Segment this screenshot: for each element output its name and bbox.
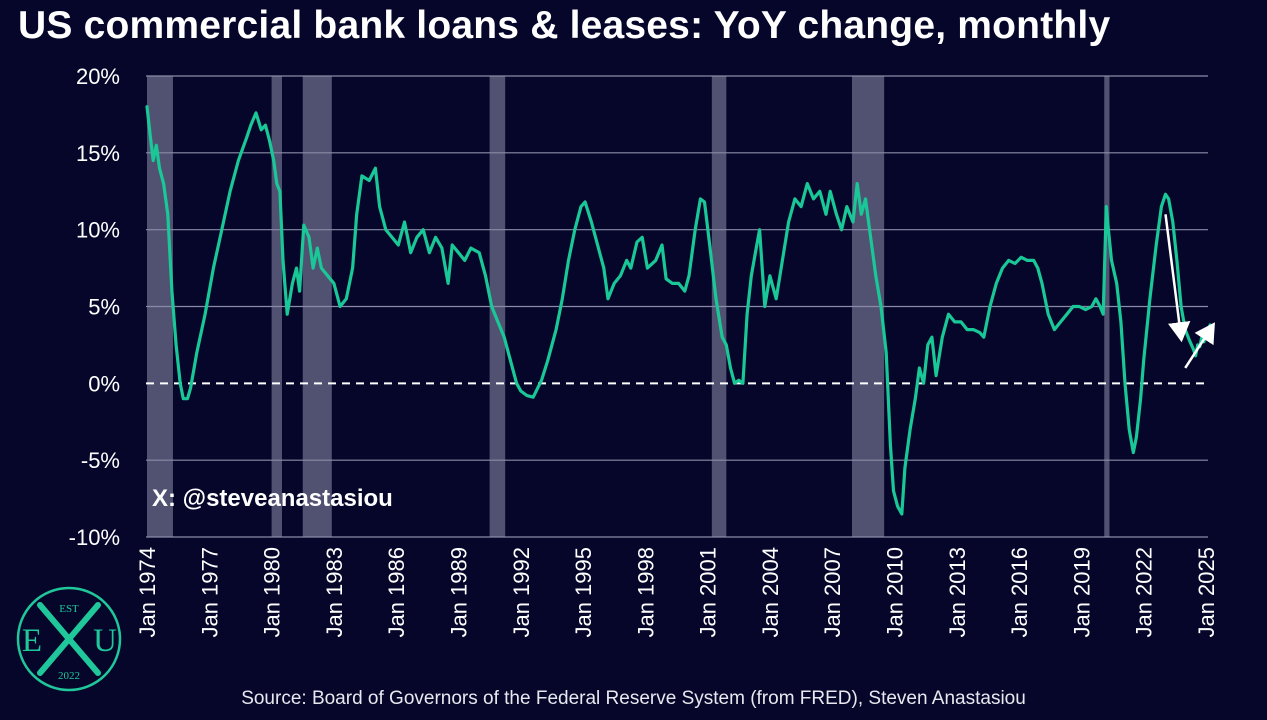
x-tick-label: Jan 1980 [260, 547, 285, 638]
x-tick-label: Jan 2013 [945, 547, 970, 638]
y-tick-label: 10% [76, 218, 120, 243]
logo-left-letter: E [22, 623, 42, 659]
x-tick-label: Jan 1974 [135, 547, 160, 638]
x-tick-label: Jan 1998 [633, 547, 658, 638]
y-tick-label: 15% [76, 141, 120, 166]
watermark-handle: X: @steveanastasiou [152, 485, 393, 512]
x-tick-label: Jan 2007 [820, 547, 845, 638]
y-tick-label: -5% [81, 448, 120, 473]
logo-top-text: EST [59, 603, 79, 615]
logo-bottom-text: 2022 [58, 670, 80, 682]
series-line-1 [145, 105, 1212, 516]
x-tick-label: Jan 2016 [1007, 547, 1032, 638]
arrow-up [1184, 322, 1215, 369]
x-tick-label: Jan 1977 [197, 547, 222, 638]
brand-logo: EST E U 2022 [16, 586, 122, 692]
x-tick-label: Jan 1986 [384, 547, 409, 638]
y-tick-label: 0% [88, 371, 120, 396]
x-tick-label: Jan 2025 [1194, 547, 1219, 638]
x-tick-label: Jan 2004 [758, 547, 783, 638]
x-tick-label: Jan 2010 [883, 547, 908, 638]
x-tick-label: Jan 1995 [571, 547, 596, 638]
x-axis: Jan 1974 Jan 1977 Jan 1980 Jan 1983 Jan 1986… [135, 547, 1219, 638]
x-tick-label: Jan 1992 [509, 547, 534, 638]
x-tick-label: Jan 2022 [1132, 547, 1157, 638]
gridlines [146, 75, 1208, 538]
logo-right-letter: U [93, 623, 117, 659]
chart-title: US commercial bank loans & leases: YoY c… [18, 4, 1111, 47]
x-tick-label: Jan 1989 [446, 547, 471, 638]
source-note: Source: Board of Governors of the Federa… [241, 688, 1026, 709]
x-tick-label: Jan 2019 [1069, 547, 1094, 638]
arrow-down [1164, 214, 1191, 343]
y-tick-label: -10% [69, 525, 120, 550]
series-layer [145, 105, 1212, 516]
y-tick-label: 5% [88, 295, 120, 320]
y-axis: 20% 15% 10% 5% 0% -5% -10% [69, 64, 120, 550]
x-tick-label: Jan 2001 [696, 547, 721, 638]
x-tick-label: Jan 1983 [322, 547, 347, 638]
annotations [1164, 214, 1215, 369]
y-tick-label: 20% [76, 64, 120, 89]
